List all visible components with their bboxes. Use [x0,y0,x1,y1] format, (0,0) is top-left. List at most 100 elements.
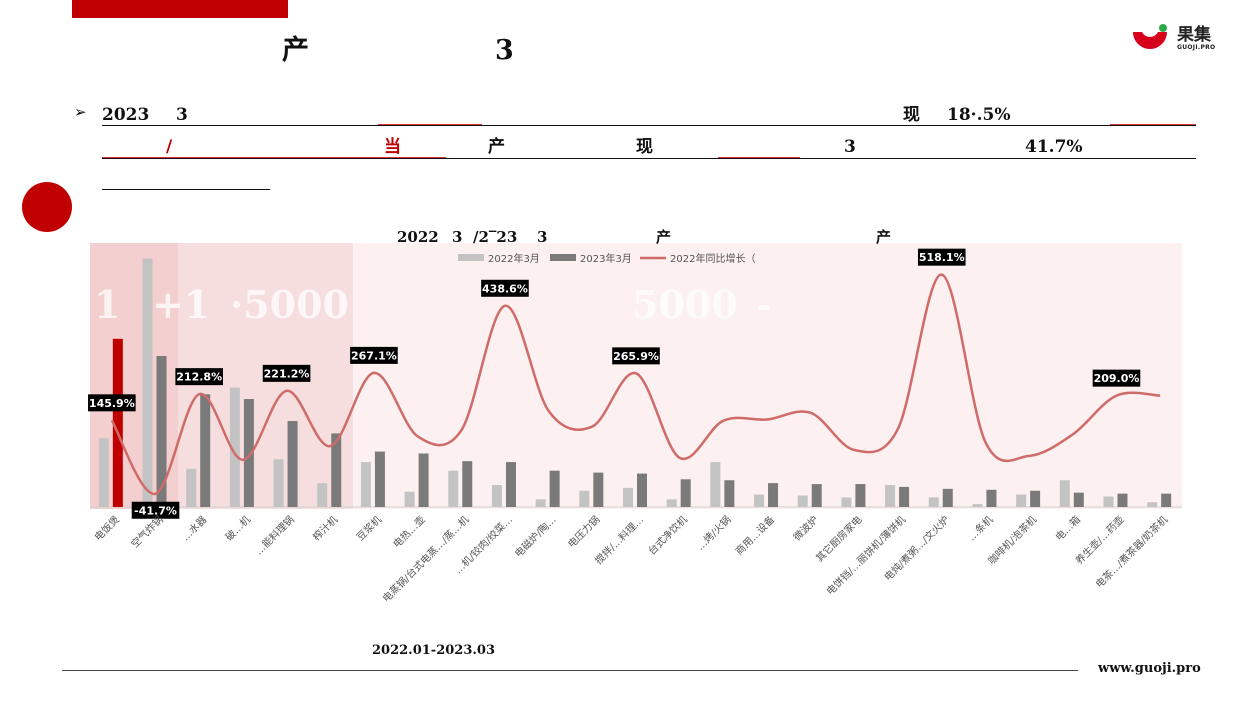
text-l2-c: 产 [488,137,505,157]
data-label-text: 221.2% [264,367,310,380]
bullet-arrow-icon: ➢ [74,103,87,121]
bar-2022-3 [229,387,240,507]
data-label-box [131,501,180,519]
bar-2023-8 [462,461,473,507]
bar-2022-1 [142,258,153,507]
chart-title-5: 产 [656,228,671,246]
x-tick-label: 电茶…/煮茶器/奶茶机 [1093,513,1171,591]
bar-2022-15 [754,494,765,507]
x-tick-label: …水器 [180,514,210,544]
x-tick-label: 电饼铛/…丽饼机/薄饼机 [824,513,909,598]
text-l1-d: 18·.5% [947,105,1011,125]
text-l2-a: / [166,137,173,157]
bar-2022-11 [579,490,590,507]
chart-title-1: 2022 [397,228,439,246]
x-tick-label: 电…箱 [1053,513,1083,543]
bar-2023-14 [724,480,735,507]
x-tick-label: 榨汁机 [310,513,340,543]
text-l1-a: 2023 [102,105,150,125]
underline-3 [102,189,270,190]
underline-2-red-a [102,157,446,158]
bar-2022-4 [273,459,284,507]
bar-2022-8 [448,470,459,507]
x-tick-label: 电热…壶 [390,513,427,550]
chart-title-2: 3 [452,228,462,246]
x-tick-label: …烤/火锅 [694,513,734,553]
bar-2023-20 [986,489,997,507]
data-label-box [612,347,660,365]
x-tick-label: 电蒸锅/台式电蒸…/蒸…机 [380,513,472,605]
chart-legend: 2022年3月 2023年3月 2022年同比增长（ [458,252,755,265]
bar-2022-21 [1016,494,1027,507]
data-label-box [481,279,529,297]
bar-2022-12 [623,487,633,507]
x-tick-label: 豆浆机 [354,513,384,543]
text-l2-f: 41.7% [1025,137,1083,157]
data-label-6: 265.9% [612,347,660,365]
page-title-part-2: 3 [495,35,514,66]
bar-2023-0 [112,338,123,507]
watermark-2: +1 [152,282,210,327]
underline-2 [102,158,1196,159]
legend-swatch-2022 [458,254,484,261]
text-l1-c: 现 [903,105,920,125]
x-tick-label: 破…机 [223,513,253,543]
bar-2022-22 [1059,480,1070,507]
chart-title-3: /2‾23 [473,228,517,246]
data-label-text: 265.9% [613,350,659,363]
bar-2023-24 [1161,493,1172,507]
watermark-4: 5000 [632,282,738,327]
text-l2-b: 当 [384,137,401,157]
bar-2022-19 [928,497,939,507]
legend-label-2022: 2022年3月 [488,252,540,265]
bar-2022-2 [186,468,197,507]
footer-url: www.guoji.pro [1098,661,1201,676]
chart-title-6: 产 [876,228,891,246]
data-label-box [1092,369,1141,387]
bar-2022-6 [360,462,371,507]
bar-2023-21 [1030,490,1041,507]
bar-2022-7 [404,491,415,507]
data-label-text: 212.8% [176,371,222,384]
bar-2023-9 [505,462,516,507]
bar-2022-24 [1147,502,1158,507]
x-tick-label: …能料理锅 [252,513,297,558]
data-label-text: 267.1% [351,349,397,362]
legend-label-2023: 2023年3月 [580,252,632,265]
data-label-3: 221.2% [262,364,311,382]
bar-2022-13 [666,499,677,507]
data-label-5: 438.6% [481,279,529,297]
x-tick-label: 商用…设备 [733,513,778,558]
bar-2023-3 [243,399,254,507]
data-label-text: 209.0% [1094,372,1140,385]
bar-2023-1 [156,356,167,507]
watermark-1: 1 [94,282,120,327]
bar-2023-15 [768,483,779,507]
bar-2023-19 [942,488,953,507]
x-tick-label: …条机 [965,513,995,543]
x-tick-label: 电压力锅 [565,513,602,550]
data-label-box [350,346,398,364]
bar-2022-10 [535,499,546,507]
bar-2023-6 [374,451,385,507]
logo-icon [1133,24,1167,49]
bar-2022-20 [972,504,983,507]
underline-1-red-a [378,124,482,125]
bar-2022-14 [710,462,721,507]
bar-2022-17 [841,497,852,507]
bar-2023-18 [899,486,910,507]
bar-2023-5 [331,433,342,507]
underline-2-red-b [718,157,800,158]
decorative-red-dot [22,182,72,232]
bar-2023-2 [200,394,211,507]
bar-2022-18 [885,485,896,507]
bar-2022-0 [98,438,109,507]
brand-logo: 果集 GUOJI.PRO [1131,24,1215,52]
data-label-1: -41.7% [131,501,180,519]
growth-line [110,273,1161,496]
x-tick-label: 微波炉 [790,513,820,543]
top-accent-bar [72,0,288,18]
data-label-text: 518.1% [919,251,965,264]
bar-2023-22 [1073,492,1084,507]
bar-2023-4 [287,421,298,507]
